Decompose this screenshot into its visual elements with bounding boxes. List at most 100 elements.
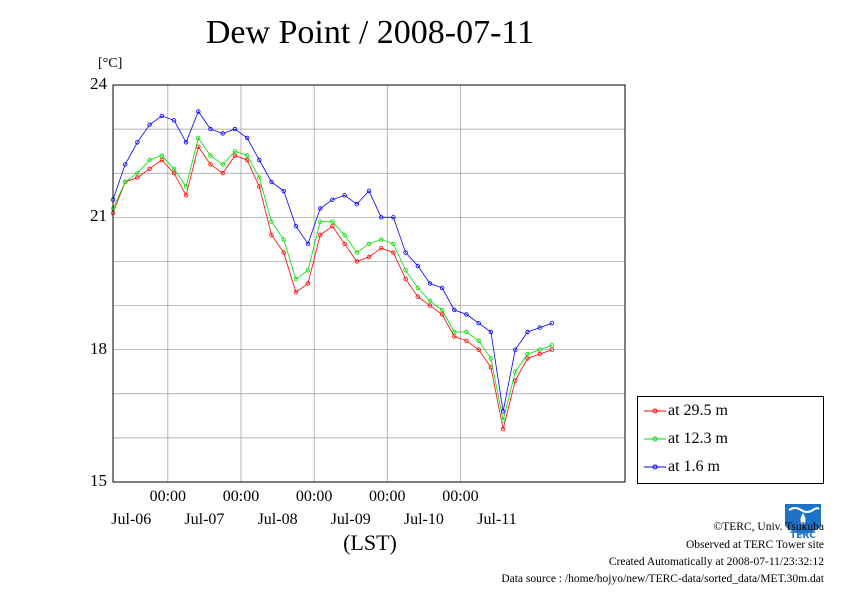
y-tick-label: 24 bbox=[90, 74, 107, 93]
series-point-1 bbox=[439, 307, 445, 313]
x-tick-date-label: Jul-09 bbox=[330, 511, 371, 528]
series-point-2 bbox=[147, 122, 152, 127]
series-point-0 bbox=[379, 245, 384, 251]
series-point-2 bbox=[391, 215, 396, 220]
series-point-1 bbox=[183, 184, 189, 189]
legend: at 29.5 m at 12.3 m at 1.6 m bbox=[637, 396, 824, 484]
series-point-1 bbox=[147, 157, 152, 163]
series-point-0 bbox=[464, 338, 469, 343]
series-point-1 bbox=[257, 175, 262, 180]
x-axis-label: (LST) bbox=[343, 530, 397, 555]
svg-text:TERC: TERC bbox=[790, 531, 816, 540]
series-point-2 bbox=[196, 109, 201, 114]
series-point-2 bbox=[208, 126, 213, 132]
x-tick-date-label: Jul-07 bbox=[184, 511, 225, 528]
series-point-2 bbox=[452, 307, 457, 313]
series-point-1 bbox=[537, 347, 542, 352]
series-point-0 bbox=[366, 254, 372, 260]
series-line-0 bbox=[112, 145, 553, 430]
series-point-2 bbox=[135, 140, 140, 145]
series-point-0 bbox=[439, 312, 445, 317]
series-point-2 bbox=[403, 250, 408, 255]
series-point-1 bbox=[208, 153, 213, 158]
series-point-1 bbox=[318, 219, 323, 224]
footer-source: Data source : /home/hojyo/new/TERC-data/… bbox=[501, 573, 824, 585]
series-point-2 bbox=[305, 241, 311, 246]
legend-label: at 29.5 m bbox=[668, 402, 728, 419]
series-point-2 bbox=[366, 188, 372, 194]
series-point-1 bbox=[403, 268, 408, 273]
series-point-1 bbox=[549, 343, 555, 348]
series-point-1 bbox=[513, 369, 518, 374]
series-point-1 bbox=[122, 179, 128, 185]
x-tick-time-label: 00:00 bbox=[369, 488, 406, 505]
series-point-0 bbox=[427, 303, 433, 308]
series-point-2 bbox=[354, 201, 359, 207]
x-tick-time-label: 00:00 bbox=[295, 488, 333, 505]
x-tick-date-label: Jul-11 bbox=[477, 511, 517, 528]
series-point-2 bbox=[549, 321, 555, 326]
x-tick-date-label: Jul-08 bbox=[257, 511, 298, 528]
terc-logo-icon: TERC bbox=[785, 504, 821, 540]
series-point-2 bbox=[415, 263, 420, 269]
series-point-1 bbox=[171, 166, 177, 171]
series-point-1 bbox=[269, 219, 274, 224]
footer-observed: Observed at TERC Tower site bbox=[685, 539, 824, 551]
series-point-1 bbox=[342, 232, 347, 238]
series-point-1 bbox=[525, 351, 530, 357]
series-point-0 bbox=[183, 193, 189, 198]
series-point-1 bbox=[354, 250, 359, 255]
legend-marker-green-icon bbox=[644, 436, 666, 442]
series-point-1 bbox=[293, 276, 299, 282]
series-point-0 bbox=[147, 166, 152, 171]
series-point-2 bbox=[342, 193, 347, 198]
series-point-2 bbox=[488, 329, 494, 335]
series-point-1 bbox=[464, 329, 469, 335]
series-point-1 bbox=[391, 241, 396, 246]
series-line-1 bbox=[112, 136, 553, 421]
y-unit-label: [°C] bbox=[98, 56, 123, 71]
series-point-2 bbox=[330, 197, 335, 202]
series-point-1 bbox=[476, 338, 481, 343]
series-point-2 bbox=[122, 162, 128, 167]
series-point-2 bbox=[513, 347, 518, 352]
grid-layer bbox=[113, 85, 625, 482]
x-tick-date-label: Jul-06 bbox=[111, 511, 152, 528]
chart-title: Dew Point / 2008-07-11 bbox=[205, 14, 535, 51]
series-point-0 bbox=[476, 347, 481, 352]
x-tick-time-label: 00:00 bbox=[149, 488, 187, 505]
legend-marker-blue-icon bbox=[644, 464, 666, 470]
series-point-0 bbox=[135, 175, 140, 180]
footer-copyright: ©TERC, Univ. Tsukuba bbox=[713, 521, 824, 533]
series-point-0 bbox=[330, 223, 335, 229]
series-point-0 bbox=[415, 294, 420, 299]
plot-frame bbox=[112, 84, 626, 483]
series-point-1 bbox=[232, 148, 238, 154]
series-point-2 bbox=[244, 135, 250, 141]
series-point-2 bbox=[439, 285, 445, 291]
series-point-0 bbox=[452, 334, 457, 339]
series-point-2 bbox=[232, 126, 238, 132]
series-point-1 bbox=[427, 298, 433, 304]
series-point-0 bbox=[391, 250, 396, 255]
series-point-2 bbox=[183, 140, 189, 145]
series-layer bbox=[110, 109, 555, 432]
series-point-0 bbox=[257, 184, 262, 189]
series-point-1 bbox=[488, 356, 494, 361]
series-point-2 bbox=[220, 131, 225, 136]
series-point-0 bbox=[318, 232, 323, 238]
series-point-0 bbox=[342, 241, 347, 246]
series-point-1 bbox=[366, 241, 372, 246]
series-point-0 bbox=[537, 351, 542, 357]
x-tick-time-label: 00:00 bbox=[222, 488, 260, 505]
legend-marker-red-icon bbox=[644, 408, 666, 414]
series-point-2 bbox=[318, 206, 323, 211]
series-line-2 bbox=[112, 110, 553, 412]
series-point-2 bbox=[537, 325, 542, 330]
series-point-2 bbox=[293, 223, 299, 229]
series-point-0 bbox=[220, 170, 225, 176]
series-point-0 bbox=[525, 356, 530, 361]
series-point-2 bbox=[159, 113, 164, 119]
x-tick-time-label: 00:00 bbox=[442, 488, 479, 505]
